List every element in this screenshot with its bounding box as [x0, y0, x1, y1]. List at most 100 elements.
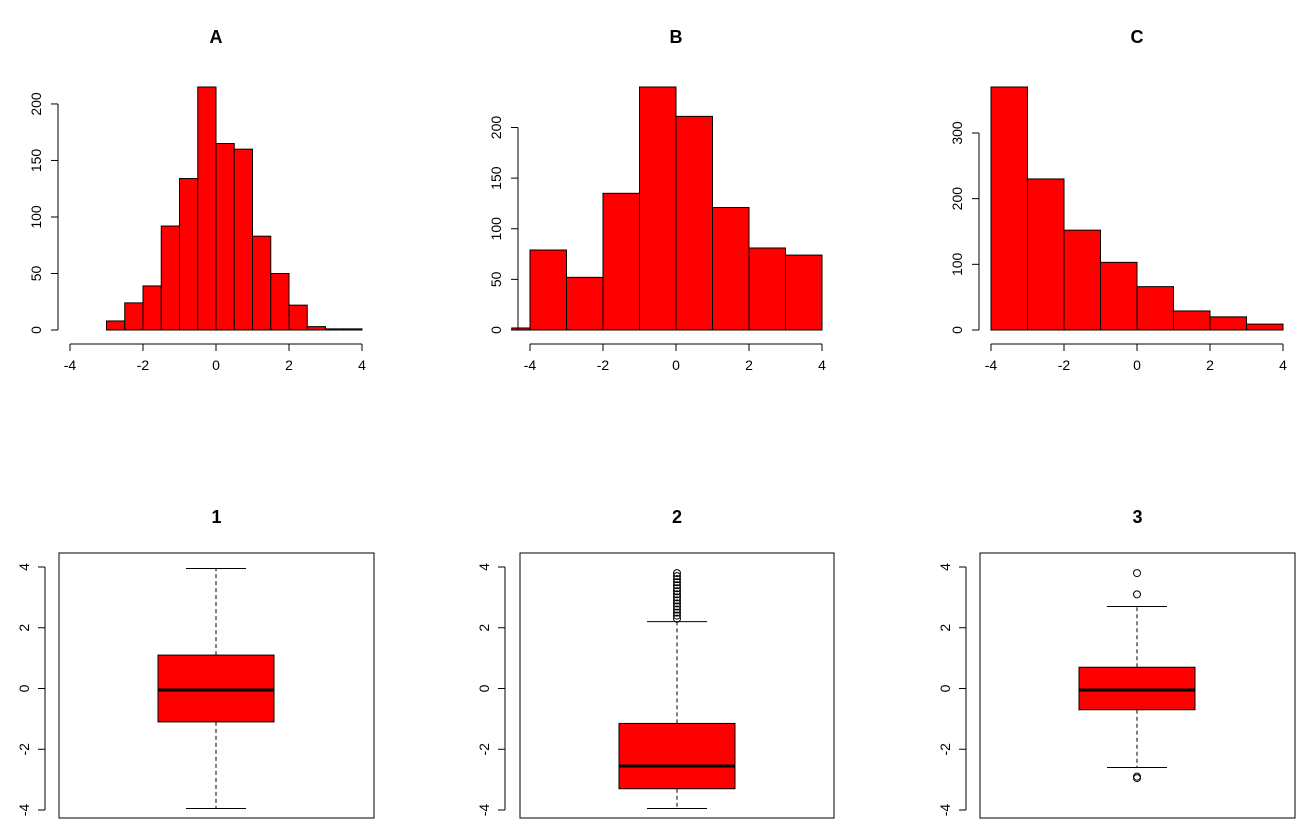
chart-title: B: [670, 27, 683, 47]
x-tick-label: -2: [137, 357, 150, 373]
outlier-point: [673, 575, 681, 584]
y-tick-label: 2: [937, 624, 953, 632]
histogram-bar: [529, 249, 567, 331]
histogram-bar: [1027, 178, 1065, 331]
y-tick-label: 2: [16, 624, 32, 632]
y-tick-label: -4: [16, 804, 32, 817]
x-tick-label: 4: [818, 357, 826, 373]
histogram-bar: [1246, 323, 1284, 331]
y-tick-label: 0: [488, 326, 504, 334]
x-tick-label: -4: [64, 357, 77, 373]
histogram-bar: [1136, 286, 1174, 331]
iqr-box: [618, 722, 736, 790]
boxplot-panel-2: 2 -4 -2 0 2 4: [476, 507, 835, 819]
histogram-bar: [160, 225, 180, 331]
y-tick-label: 0: [16, 684, 32, 692]
plot-frame: [519, 552, 835, 819]
outlier-point: [673, 602, 681, 611]
y-tick-label: 0: [949, 326, 965, 334]
histogram-bar: [270, 272, 290, 331]
histogram-bar: [124, 302, 144, 331]
y-tick-label: -4: [476, 804, 492, 817]
histogram-bar: [1209, 316, 1247, 331]
histogram-bar: [675, 115, 713, 331]
outlier-point: [673, 608, 681, 617]
boxplot-panel-3: 3 -4 -2 0 2 4: [937, 507, 1296, 819]
x-tick-label: 2: [745, 357, 753, 373]
histogram-panel-b: B -4 -2 0 2 4 0 50 100 150 200: [488, 27, 826, 373]
histogram-bar: [252, 235, 272, 331]
y-tick-label: 300: [949, 121, 965, 145]
x-tick-label: 0: [672, 357, 680, 373]
y-tick-label: -4: [937, 804, 953, 817]
outlier-point: [673, 581, 681, 590]
y-tick-label: 2: [476, 624, 492, 632]
y-tick-label: 0: [937, 684, 953, 692]
y-tick-label: 100: [488, 217, 504, 241]
outlier-point: [673, 578, 681, 587]
x-tick-label: 2: [1206, 357, 1214, 373]
outlier-point: [673, 590, 681, 599]
y-tick-label: 0: [476, 684, 492, 692]
outlier-point: [673, 599, 681, 608]
outlier-point: [673, 584, 681, 593]
outlier-point: [673, 596, 681, 605]
y-tick-label: 100: [28, 205, 44, 229]
outlier-point: [673, 593, 681, 602]
x-tick-label: -4: [985, 357, 998, 373]
histogram-bar: [566, 276, 604, 331]
histogram-bar: [712, 206, 750, 331]
y-tick-label: -2: [476, 743, 492, 756]
outlier-point: [1133, 569, 1141, 578]
y-tick-label: 4: [16, 563, 32, 571]
histogram-panel-c: C -4 -2 0 2 4 0 100 200 300: [949, 27, 1287, 373]
outlier-point: [673, 569, 681, 578]
x-tick-label: -4: [524, 357, 537, 373]
histogram-bar: [306, 326, 326, 331]
x-tick-label: 2: [285, 357, 293, 373]
chart-title: A: [210, 27, 223, 47]
histogram-bar: [106, 320, 126, 331]
x-tick-label: -2: [597, 357, 610, 373]
histogram-bar: [343, 328, 363, 331]
histogram-bar: [1063, 229, 1101, 331]
y-tick-label: 0: [28, 326, 44, 334]
y-tick-label: 200: [949, 187, 965, 211]
x-tick-label: 0: [1133, 357, 1141, 373]
histogram-bar: [288, 304, 308, 331]
histogram-bar: [1100, 261, 1138, 331]
histogram-bar: [197, 86, 217, 331]
y-tick-label: 150: [488, 166, 504, 190]
histogram-bar: [215, 143, 235, 331]
histogram-bar: [325, 328, 345, 331]
outlier-point: [673, 572, 681, 581]
histogram-panel-a: A -4 -2 0 2 4 0 50 100 150 200: [28, 27, 366, 373]
outlier-point: [1133, 774, 1141, 783]
y-tick-label: 200: [28, 92, 44, 116]
chart-title: 2: [672, 507, 682, 527]
chart-title: 1: [211, 507, 221, 527]
histogram-bar: [179, 178, 199, 331]
plot-frame: [979, 552, 1296, 819]
plot-frame: [58, 552, 375, 819]
y-tick-label: 50: [488, 271, 504, 287]
histogram-bar: [748, 247, 786, 331]
x-tick-label: -2: [1058, 357, 1071, 373]
histogram-bar: [639, 86, 677, 331]
outlier-point: [1133, 590, 1141, 599]
y-tick-label: -2: [16, 743, 32, 756]
y-tick-label: 150: [28, 149, 44, 173]
y-tick-label: -2: [937, 743, 953, 756]
histogram-bar: [233, 148, 253, 331]
histogram-bar: [785, 254, 823, 331]
chart-title: 3: [1132, 507, 1142, 527]
y-tick-label: 100: [949, 252, 965, 276]
y-tick-label: 4: [476, 563, 492, 571]
x-tick-label: 4: [358, 357, 366, 373]
y-tick-label: 50: [28, 265, 44, 281]
x-tick-label: 4: [1279, 357, 1287, 373]
iqr-box: [1078, 666, 1196, 711]
histogram-bar: [990, 86, 1028, 331]
outlier-point: [673, 611, 681, 620]
